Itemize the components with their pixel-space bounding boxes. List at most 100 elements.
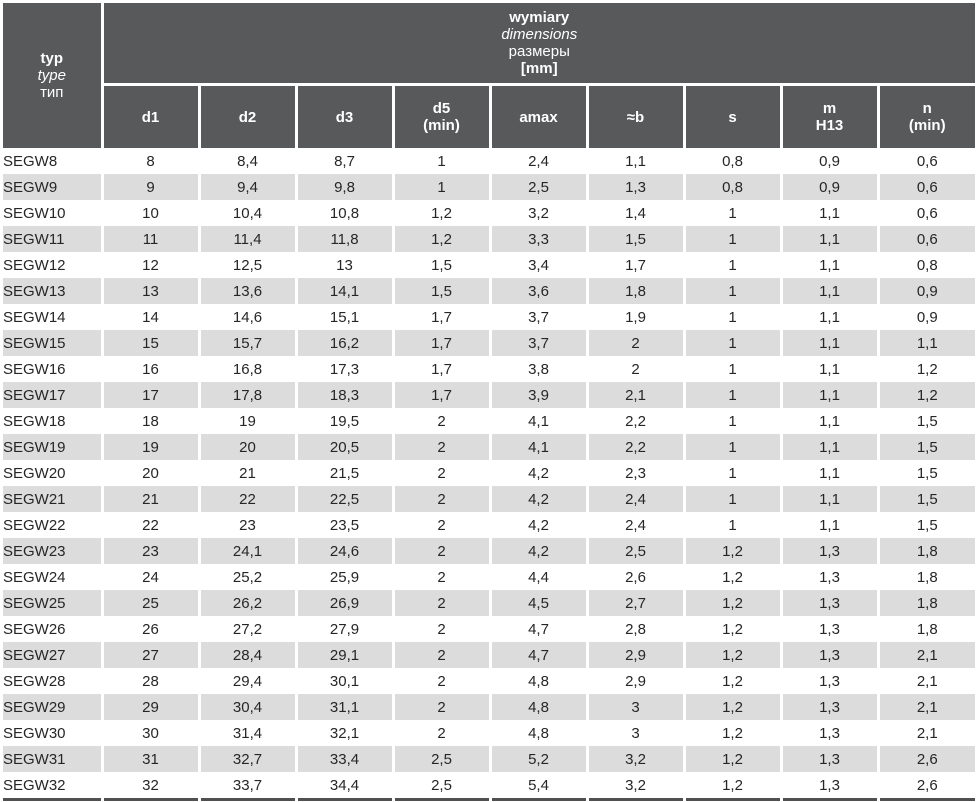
- value-cell: 1,2: [682, 616, 781, 642]
- value-cell: 10,4: [197, 200, 296, 226]
- value-cell: 1: [682, 408, 781, 434]
- value-cell: 1,2: [876, 382, 976, 408]
- value-cell: 2,1: [876, 642, 976, 668]
- column-header-n: n (min): [876, 83, 976, 148]
- value-cell: 1,3: [779, 590, 878, 616]
- value-cell: 32,7: [197, 746, 296, 772]
- value-cell: 1: [391, 148, 490, 174]
- type-cell: SEGW21: [3, 486, 104, 512]
- value-cell: 1,3: [585, 174, 684, 200]
- column-header-d2: d2: [197, 83, 296, 148]
- value-cell: 2,2: [585, 434, 684, 460]
- value-cell: 3: [585, 720, 684, 746]
- table-row: SEGW24 24 25,2 25,9 2 4,4 2,6 1,2 1,3 1,8: [3, 564, 976, 590]
- value-cell: 1: [391, 174, 490, 200]
- value-cell: 8: [100, 148, 199, 174]
- value-cell: 0,8: [876, 252, 976, 278]
- value-cell: 14,1: [294, 278, 393, 304]
- type-cell: SEGW18: [3, 408, 104, 434]
- value-cell: 29: [100, 694, 199, 720]
- value-cell: 1,1: [779, 382, 878, 408]
- type-cell: SEGW16: [3, 356, 104, 382]
- value-cell: 1: [682, 486, 781, 512]
- column-header-m: m H13: [779, 83, 878, 148]
- value-cell: 11,8: [294, 226, 393, 252]
- value-cell: 29,4: [197, 668, 296, 694]
- value-cell: 24,6: [294, 538, 393, 564]
- type-column-header: typ type тип: [3, 3, 104, 148]
- value-cell: 1,8: [876, 564, 976, 590]
- value-cell: 2,1: [876, 694, 976, 720]
- value-cell: 30: [100, 720, 199, 746]
- type-cell: SEGW15: [3, 330, 104, 356]
- value-cell: 11: [100, 226, 199, 252]
- type-cell: SEGW22: [3, 512, 104, 538]
- value-cell: 2,1: [585, 382, 684, 408]
- table-body: SEGW8 8 8,4 8,7 1 2,4 1,1 0,8 0,9 0,6 SEGW9 9 9,4 9,8…: [3, 148, 976, 800]
- value-cell: 23: [100, 538, 199, 564]
- value-cell: 3,6: [488, 278, 587, 304]
- value-cell: 1,2: [391, 200, 490, 226]
- value-cell: 9,4: [197, 174, 296, 200]
- value-cell: 3,8: [488, 356, 587, 382]
- type-cell: SEGW28: [3, 668, 104, 694]
- value-cell: 17,3: [294, 356, 393, 382]
- value-cell: 0,6: [876, 174, 976, 200]
- column-header-b: ≈b: [585, 83, 684, 148]
- table-row: SEGW31 31 32,7 33,4 2,5 5,2 3,2 1,2 1,3 2,6: [3, 746, 976, 772]
- value-cell: 1: [682, 460, 781, 486]
- value-cell: 1,1: [779, 356, 878, 382]
- value-cell: 20: [197, 434, 296, 460]
- value-cell: 2: [391, 434, 490, 460]
- value-cell: 4,5: [488, 590, 587, 616]
- value-cell: 3,2: [585, 772, 684, 800]
- value-cell: 2: [391, 512, 490, 538]
- value-cell: 1,3: [779, 642, 878, 668]
- value-cell: 1,2: [682, 720, 781, 746]
- value-cell: 1,8: [585, 278, 684, 304]
- value-cell: 0,6: [876, 148, 976, 174]
- value-cell: 17,8: [197, 382, 296, 408]
- value-cell: 2,4: [585, 486, 684, 512]
- type-cell: SEGW30: [3, 720, 104, 746]
- value-cell: 31: [100, 746, 199, 772]
- value-cell: 4,8: [488, 694, 587, 720]
- value-cell: 15,1: [294, 304, 393, 330]
- value-cell: 13,6: [197, 278, 296, 304]
- column-header-label: d2: [238, 108, 257, 126]
- table-row: SEGW25 25 26,2 26,9 2 4,5 2,7 1,2 1,3 1,8: [3, 590, 976, 616]
- column-header-sublabel: (min): [908, 117, 946, 134]
- value-cell: 31,4: [197, 720, 296, 746]
- value-cell: 2,5: [391, 746, 490, 772]
- table-row: SEGW21 21 22 22,5 2 4,2 2,4 1 1,1 1,5: [3, 486, 976, 512]
- value-cell: 3,2: [585, 746, 684, 772]
- value-cell: 1,1: [585, 148, 684, 174]
- column-header-d3: d3: [294, 83, 393, 148]
- value-cell: 1,3: [779, 616, 878, 642]
- value-cell: 2: [391, 720, 490, 746]
- value-cell: 1,2: [682, 694, 781, 720]
- value-cell: 1: [682, 278, 781, 304]
- value-cell: 1,3: [779, 538, 878, 564]
- column-header-d5: d5 (min): [391, 83, 490, 148]
- value-cell: 1,8: [876, 616, 976, 642]
- value-cell: 1,2: [682, 564, 781, 590]
- table-row: SEGW16 16 16,8 17,3 1,7 3,8 2 1 1,1 1,2: [3, 356, 976, 382]
- value-cell: 4,2: [488, 486, 587, 512]
- table-row: SEGW18 18 19 19,5 2 4,1 2,2 1 1,1 1,5: [3, 408, 976, 434]
- value-cell: 2,9: [585, 668, 684, 694]
- value-cell: 5,4: [488, 772, 587, 800]
- value-cell: 2: [585, 330, 684, 356]
- value-cell: 24,1: [197, 538, 296, 564]
- type-header-line-en: type: [37, 67, 66, 84]
- value-cell: 32: [100, 772, 199, 800]
- column-header-label: amax: [519, 108, 558, 126]
- value-cell: 4,2: [488, 512, 587, 538]
- subheader-row: d1 d2 d3 d5 (min) amax ≈b s m H13 n (min): [3, 83, 976, 148]
- value-cell: 27,2: [197, 616, 296, 642]
- table-row: SEGW14 14 14,6 15,1 1,7 3,7 1,9 1 1,1 0,9: [3, 304, 976, 330]
- column-header-sublabel: H13: [815, 117, 844, 134]
- value-cell: 3: [585, 694, 684, 720]
- value-cell: 1,1: [779, 434, 878, 460]
